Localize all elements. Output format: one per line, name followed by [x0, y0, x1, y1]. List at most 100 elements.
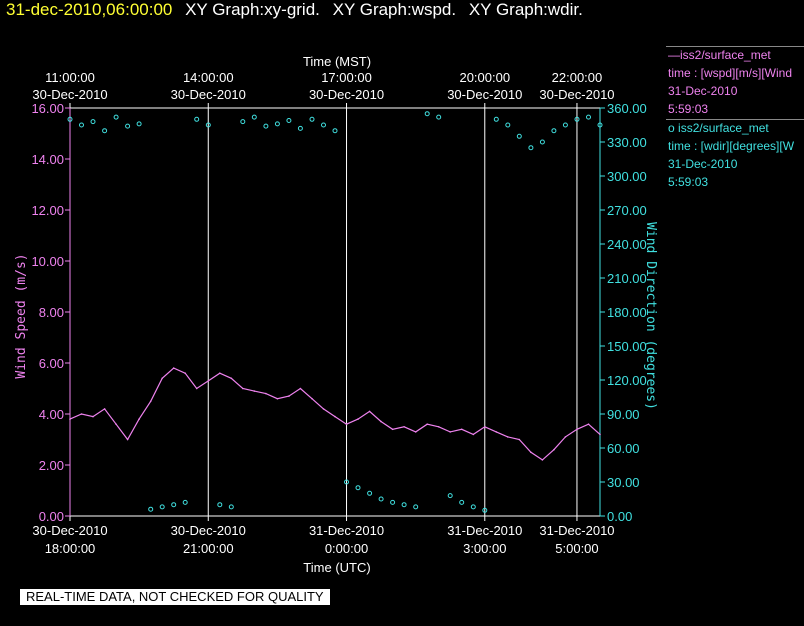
y-left-tick-label: 6.00: [39, 356, 64, 371]
wspd-point: [484, 426, 486, 428]
y-left-tick-label: 16.00: [31, 101, 64, 116]
y-right-tick-label: 240.00: [607, 237, 647, 252]
wdir-point: [286, 118, 292, 123]
wspd-point: [115, 423, 117, 426]
wdir-point: [205, 122, 211, 128]
wspd-point: [357, 418, 359, 420]
wspd-point: [449, 431, 452, 433]
wspd-point: [207, 380, 210, 382]
y-right-tick-label: 150.00: [607, 339, 647, 354]
wdir-point: [470, 504, 476, 510]
wdir-point: [516, 133, 522, 139]
legend-wspd-time: 5:59:03: [668, 102, 709, 116]
x-tick-label-bottom-time: 3:00:00: [463, 541, 506, 556]
y-left-tick-label: 14.00: [31, 152, 64, 167]
y-right-tick-label: 60.00: [607, 441, 640, 456]
wdir-point: [263, 123, 269, 129]
wspd-point: [576, 428, 578, 431]
wdir-point: [67, 116, 73, 122]
wdir-point: [367, 490, 373, 496]
quality-notice: REAL-TIME DATA, NOT CHECKED FOR QUALITY: [20, 589, 330, 605]
y-right-tick-label: 330.00: [607, 135, 647, 150]
wspd-point: [391, 428, 394, 431]
wspd-point: [437, 426, 440, 428]
legend-wspd-expr: time : [wspd][m/s][Wind: [668, 66, 793, 80]
x-tick-label-bottom-time: 18:00:00: [45, 541, 96, 556]
bottom-axis-title: Time (UTC): [303, 560, 370, 575]
y-right-tick-label: 360.00: [607, 101, 647, 116]
y-left-tick-label: 10.00: [31, 254, 64, 269]
wspd-point: [495, 431, 498, 433]
wdir-point: [447, 493, 453, 499]
wspd-point: [92, 415, 94, 418]
wspd-point: [219, 372, 221, 375]
wspd-point: [380, 420, 382, 423]
wspd-point: [195, 387, 198, 390]
header-timestamp: 31-dec-2010,06:00:00: [6, 0, 173, 19]
x-tick-label-bottom-time: 21:00:00: [183, 541, 234, 556]
wspd-point: [230, 377, 233, 380]
y-left-tick-label: 8.00: [39, 305, 64, 320]
wdir-point: [332, 128, 338, 134]
wspd-point: [541, 459, 544, 461]
wdir-point: [309, 116, 315, 122]
x-tick-label-bottom-time: 5:00:00: [555, 541, 598, 556]
wspd-point: [368, 410, 371, 413]
wspd-point: [426, 423, 429, 426]
legend-wdir-date: 31-Dec-2010: [668, 157, 738, 171]
y-right-tick-label: 180.00: [607, 305, 647, 320]
wdir-point: [125, 123, 131, 129]
wdir-point: [528, 145, 534, 151]
wdir-point: [551, 128, 557, 134]
wdir-point: [344, 479, 349, 485]
wdir-point: [113, 114, 119, 120]
header-graph-xy-grid[interactable]: XY Graph:xy-grid.: [185, 0, 320, 19]
wspd-point: [103, 408, 106, 410]
wspd-point: [265, 392, 267, 395]
wspd-point: [172, 367, 175, 369]
wdir-point: [79, 122, 84, 128]
header-graph-wspd[interactable]: XY Graph:wspd.: [332, 0, 457, 19]
wdir-point: [436, 114, 442, 120]
header-graph-wdir[interactable]: XY Graph:wdir.: [468, 0, 583, 19]
x-tick-label-top-time: 11:00:00: [45, 70, 95, 85]
y-right-tick-label: 210.00: [607, 271, 647, 286]
y-left-tick-label: 12.00: [31, 203, 64, 218]
wspd-point: [322, 408, 325, 410]
wspd-point: [126, 438, 129, 441]
x-tick-label-top-date: 30-Dec-2010: [539, 87, 614, 102]
wdir-point: [586, 114, 591, 120]
wdir-point: [182, 499, 188, 505]
x-tick-label-bottom-date: 31-Dec-2010: [309, 523, 384, 538]
wspd-point: [460, 428, 463, 431]
x-tick-label-bottom-date: 30-Dec-2010: [32, 523, 107, 538]
wspd-point: [149, 400, 152, 403]
legend-wdir-time: 5:59:03: [668, 175, 709, 189]
wspd-point: [530, 451, 532, 454]
y-right-tick-label: 300.00: [607, 169, 647, 184]
wspd-point: [345, 423, 348, 426]
wspd-point: [334, 415, 336, 418]
wspd-point: [564, 436, 567, 438]
wspd-point: [276, 397, 279, 400]
wdir-point: [401, 502, 407, 508]
wdir-point: [321, 122, 326, 128]
wdir-point: [297, 125, 303, 131]
legend-wspd-source: —iss2/surface_met: [668, 48, 771, 62]
wdir-point: [378, 496, 384, 502]
wdir-point: [505, 122, 511, 128]
legend-wdir-source: o iss2/surface_met: [668, 121, 769, 135]
legend-wdir-expr: time : [wdir][degrees][W: [668, 139, 795, 153]
y-right-tick-label: 270.00: [607, 203, 647, 218]
legend-wspd[interactable]: —iss2/surface_met time : [wspd][m/s][Win…: [666, 46, 804, 118]
x-tick-label-top-date: 30-Dec-2010: [309, 87, 384, 102]
legend-separator: [666, 46, 804, 47]
wspd-point: [599, 433, 601, 436]
x-tick-label-top-date: 30-Dec-2010: [32, 87, 107, 102]
wspd-series-line: [69, 367, 601, 461]
wspd-point: [414, 431, 417, 433]
legend-wdir[interactable]: o iss2/surface_met time : [wdir][degrees…: [666, 119, 804, 191]
y-right-axis-title: Wind Direction (degrees): [643, 222, 658, 410]
wspd-point: [69, 418, 71, 420]
wdir-point: [194, 116, 200, 122]
